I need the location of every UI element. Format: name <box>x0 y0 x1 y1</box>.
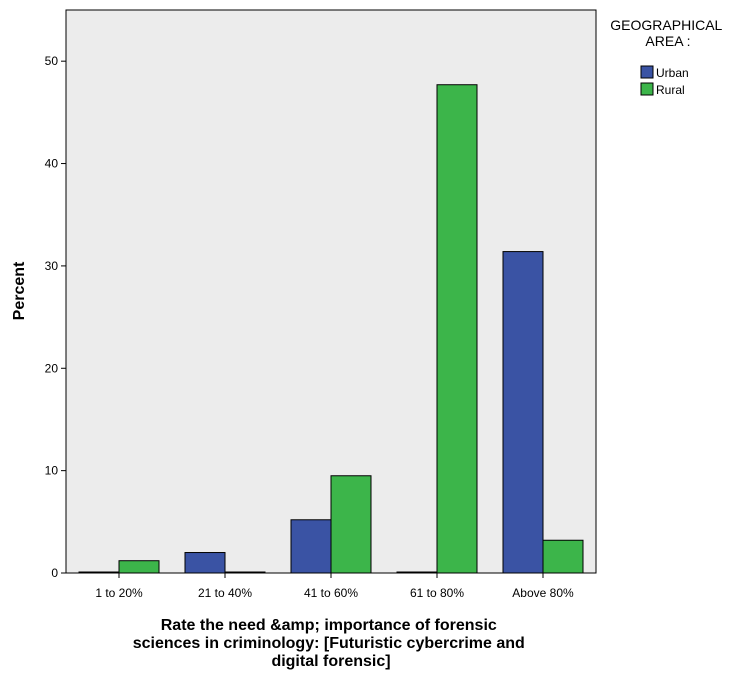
bar-urban <box>290 519 332 574</box>
x-tick-label: 1 to 20% <box>95 586 143 600</box>
legend-title-line-1: GEOGRAPHICAL <box>610 17 722 33</box>
y-axis-title: Percent <box>11 261 28 320</box>
x-axis-title-line-1: Rate the need &amp; importance of forens… <box>161 617 497 634</box>
legend-swatch-urban <box>640 65 654 79</box>
legend: GEOGRAPHICAL AREA : Urban Rural <box>610 17 725 97</box>
legend-title: GEOGRAPHICAL AREA : <box>610 17 725 49</box>
bar-rural <box>436 84 478 574</box>
y-axis: 0 10 20 30 40 50 <box>45 54 66 580</box>
bars-group <box>78 84 584 574</box>
y-tick-label: 30 <box>45 259 59 273</box>
bar-rural <box>118 560 160 574</box>
legend-items: Urban Rural <box>640 65 689 97</box>
x-tick-label: 21 to 40% <box>198 586 252 600</box>
y-tick-label: 40 <box>45 157 59 171</box>
bar-rural <box>330 475 372 574</box>
legend-title-line-2: AREA : <box>645 33 690 49</box>
y-tick-label: 50 <box>45 54 59 68</box>
x-axis-title: Rate the need &amp; importance of forens… <box>133 617 530 670</box>
y-tick-label: 10 <box>45 464 59 478</box>
x-axis-title-line-3: digital forensic] <box>271 653 390 670</box>
bar-rural <box>542 539 584 574</box>
x-axis: 1 to 20% 21 to 40% 41 to 60% 61 to 80% Above… <box>95 573 574 600</box>
bar-urban <box>78 571 120 574</box>
legend-swatch-rural <box>640 82 654 96</box>
bar-urban <box>396 571 438 574</box>
x-tick-label: 61 to 80% <box>410 586 464 600</box>
x-tick-label: Above 80% <box>512 586 574 600</box>
bar-urban <box>502 251 544 574</box>
bar-rural <box>224 571 266 574</box>
x-tick-label: 41 to 60% <box>304 586 358 600</box>
legend-label-rural: Rural <box>656 83 685 97</box>
legend-label-urban: Urban <box>656 66 689 80</box>
y-tick-label: 20 <box>45 361 59 375</box>
bar-urban <box>184 552 226 574</box>
x-axis-title-line-2: sciences in criminology: [Futuristic cyb… <box>133 635 525 652</box>
y-tick-label: 0 <box>51 566 58 580</box>
